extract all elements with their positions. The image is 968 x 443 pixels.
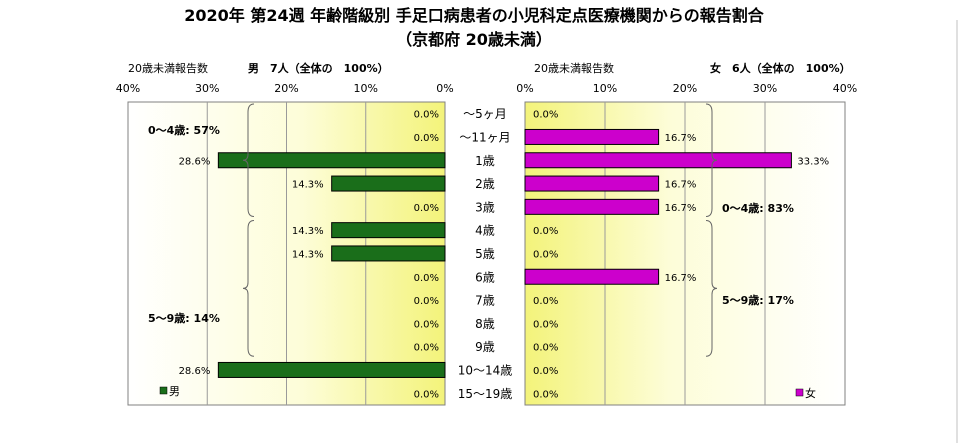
category-label: 10～14歳: [458, 363, 513, 377]
left-group-label-5-9: 5～9歳: 14%: [148, 311, 220, 325]
right-group-label-0-4: 0～4歳: 83%: [722, 201, 794, 215]
category-label: 5歳: [475, 247, 495, 261]
right-group-label-5-9: 5～9歳: 17%: [722, 293, 794, 307]
group-bracket: [705, 103, 718, 217]
category-label: 6歳: [475, 270, 495, 284]
category-label: 9歳: [475, 340, 495, 354]
male-bar: [217, 361, 446, 378]
female-data-label: 16.7%: [665, 203, 697, 214]
female-bar: [524, 152, 792, 169]
right-tick-label: 10%: [593, 82, 617, 95]
female-data-label: 0.0%: [533, 319, 558, 330]
legend-label-male: 男: [169, 385, 180, 398]
left-tick-label: 30%: [195, 82, 219, 95]
category-label: ～5ヶ月: [463, 107, 507, 121]
female-data-label: 16.7%: [665, 273, 697, 284]
category-label: 15～19歳: [458, 387, 513, 401]
male-bar: [331, 222, 446, 239]
group-bracket: [242, 103, 255, 217]
left-header-label: 20歳未満報告数: [128, 62, 208, 75]
group-bracket: [242, 220, 255, 357]
female-data-label: 0.0%: [533, 226, 558, 237]
category-label: 8歳: [475, 317, 495, 331]
male-data-label: 14.3%: [292, 180, 324, 191]
category-label: 7歳: [475, 294, 495, 308]
male-data-label: 0.0%: [414, 273, 439, 284]
right-tick-label: 40%: [833, 82, 857, 95]
female-data-label: 0.0%: [533, 389, 558, 400]
female-data-label: 16.7%: [665, 180, 697, 191]
category-label: 3歳: [475, 200, 495, 214]
male-data-label: 14.3%: [292, 226, 324, 237]
category-label: ～11ヶ月: [459, 130, 510, 144]
female-data-label: 0.0%: [533, 366, 558, 377]
left-header-count: 男 7人（全体の 100%）: [248, 61, 389, 75]
legend-swatch-male: [159, 386, 168, 395]
female-data-label: 0.0%: [533, 110, 558, 121]
female-data-label: 0.0%: [533, 296, 558, 307]
category-label: 1歳: [475, 154, 495, 168]
female-bar: [524, 198, 660, 215]
male-data-label: 28.6%: [179, 366, 211, 377]
male-data-label: 0.0%: [414, 319, 439, 330]
male-data-label: 0.0%: [414, 133, 439, 144]
female-data-label: 16.7%: [665, 133, 697, 144]
group-bracket: [705, 220, 718, 357]
left-tick-label: 40%: [116, 82, 140, 95]
category-label: 4歳: [475, 224, 495, 238]
right-header-label: 20歳未満報告数: [534, 62, 614, 75]
right-tick-label: 30%: [753, 82, 777, 95]
left-tick-label: 0%: [436, 82, 453, 95]
category-label: 2歳: [475, 177, 495, 191]
male-data-label: 0.0%: [414, 389, 439, 400]
female-data-label: 33.3%: [797, 156, 829, 167]
male-bar: [331, 245, 446, 262]
left-tick-label: 10%: [354, 82, 378, 95]
left-group-label-0-4: 0～4歳: 57%: [148, 123, 220, 137]
female-data-label: 0.0%: [533, 343, 558, 354]
legend-label-female: 女: [805, 386, 816, 400]
chart-title: 2020年 第24週 年齢階級別 手足口病患者の小児科定点医療機関からの報告割合: [184, 6, 764, 25]
male-data-label: 0.0%: [414, 343, 439, 354]
female-bar: [524, 268, 660, 285]
right-tick-label: 0%: [516, 82, 533, 95]
male-data-label: 0.0%: [414, 203, 439, 214]
male-data-label: 28.6%: [179, 156, 211, 167]
chart-subtitle: （京都府 20歳未満）: [396, 30, 552, 49]
female-data-label: 0.0%: [533, 249, 558, 260]
male-bar: [217, 152, 446, 169]
male-bar: [331, 175, 446, 192]
male-data-label: 0.0%: [414, 296, 439, 307]
right-header-count: 女 6人（全体の 100%）: [710, 61, 851, 75]
legend-swatch-female: [795, 388, 804, 397]
left-tick-label: 20%: [274, 82, 298, 95]
female-bar: [524, 128, 660, 145]
male-data-label: 0.0%: [414, 110, 439, 121]
right-tick-label: 20%: [673, 82, 697, 95]
male-data-label: 14.3%: [292, 249, 324, 260]
female-bar: [524, 175, 660, 192]
